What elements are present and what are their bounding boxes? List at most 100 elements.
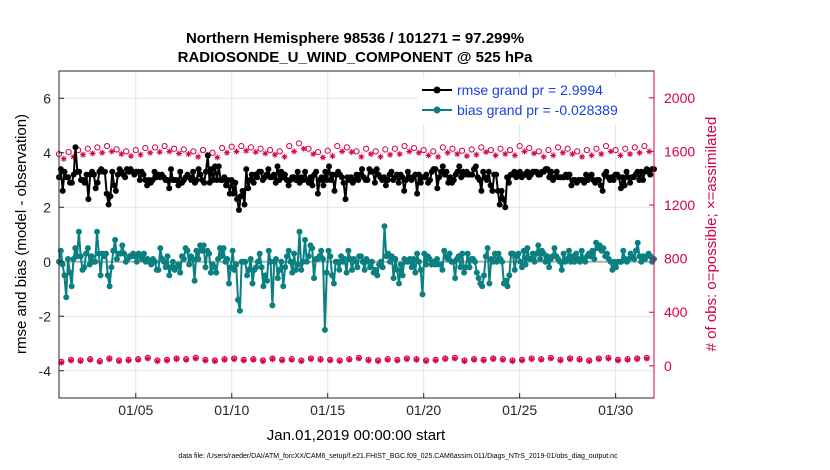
obs-assimilated-marker bbox=[607, 148, 614, 155]
obs-assimilated-marker bbox=[154, 358, 161, 365]
rmse-point bbox=[195, 166, 202, 173]
rmse-point bbox=[588, 171, 595, 178]
obs-assimilated-marker bbox=[367, 151, 374, 158]
rmse-point bbox=[439, 163, 446, 170]
rmse-point bbox=[236, 207, 242, 213]
bias-point bbox=[155, 266, 162, 273]
obs-possible-marker bbox=[554, 144, 562, 151]
rmse-point bbox=[230, 190, 237, 197]
bias-point bbox=[273, 256, 279, 262]
bias-point bbox=[343, 269, 350, 276]
obs-assimilated-marker bbox=[240, 357, 247, 364]
bias-point bbox=[193, 247, 200, 254]
bias-point bbox=[77, 253, 84, 260]
obs-possible-marker bbox=[247, 144, 255, 151]
bias-point bbox=[184, 247, 191, 254]
rmse-point bbox=[640, 177, 646, 183]
obs-possible-marker bbox=[382, 146, 389, 153]
bias-point bbox=[262, 272, 269, 279]
rmse-point bbox=[76, 168, 83, 175]
obs-assimilated-marker bbox=[77, 358, 84, 365]
obs-assimilated-marker bbox=[300, 145, 307, 152]
rmse-point bbox=[243, 166, 250, 173]
legend-bias-marker bbox=[433, 106, 441, 114]
obs-possible-marker bbox=[190, 148, 197, 155]
x-tick-label: 01/20 bbox=[406, 402, 441, 418]
obs-possible-marker bbox=[545, 146, 552, 154]
bias-point bbox=[108, 264, 115, 271]
x-axis-ticks: 01/05 01/10 01/15 01/20 01/25 01/30 bbox=[118, 393, 633, 418]
obs-assimilated-marker bbox=[195, 153, 202, 160]
rmse-point bbox=[68, 179, 75, 186]
bias-point bbox=[283, 253, 290, 260]
rmse-point bbox=[164, 177, 171, 183]
obs-assimilated-marker bbox=[547, 355, 554, 362]
rmse-point bbox=[476, 177, 483, 183]
bias-point bbox=[336, 266, 343, 273]
obs-assimilated-marker bbox=[471, 356, 478, 363]
rmse-point bbox=[623, 168, 630, 175]
obs-assimilated-marker bbox=[87, 356, 94, 363]
rmse-point bbox=[232, 179, 239, 186]
obs-assimilated-marker bbox=[559, 149, 566, 156]
bias-point bbox=[557, 258, 563, 265]
obs-assimilated-marker bbox=[550, 152, 557, 159]
bias-point bbox=[265, 247, 272, 254]
bias-point bbox=[410, 256, 417, 262]
obs-assimilated-marker bbox=[463, 153, 470, 160]
obs-assimilated-marker bbox=[288, 356, 295, 363]
obs-assimilated-marker bbox=[271, 151, 278, 158]
obs-assimilated-marker bbox=[135, 356, 142, 363]
rmse-point bbox=[548, 168, 555, 175]
obs-assimilated-marker bbox=[406, 148, 413, 155]
bias-point bbox=[133, 258, 140, 265]
obs-possible-marker bbox=[449, 145, 456, 152]
obs-possible-marker bbox=[420, 146, 427, 154]
bias-point bbox=[198, 247, 205, 254]
bias-point bbox=[396, 280, 402, 287]
y-tick-label: 6 bbox=[43, 90, 51, 106]
rmse-point bbox=[450, 177, 457, 183]
obs-assimilated-marker bbox=[127, 153, 134, 160]
obs-assimilated-marker bbox=[576, 356, 583, 363]
bias-point bbox=[162, 264, 169, 271]
bias-point bbox=[482, 253, 489, 260]
bias-point bbox=[379, 264, 386, 271]
obs-assimilated-marker bbox=[557, 357, 564, 364]
obs-possible-marker bbox=[641, 142, 648, 150]
rmse-point bbox=[85, 196, 92, 203]
rmse-point bbox=[72, 144, 79, 151]
bias-point bbox=[292, 266, 299, 273]
bias-point bbox=[325, 247, 332, 254]
obs-assimilated-marker bbox=[442, 356, 449, 363]
rmse-point bbox=[59, 187, 66, 194]
obs-possible-marker bbox=[103, 142, 111, 150]
obs-assimilated-marker bbox=[175, 150, 182, 157]
bias-point bbox=[390, 275, 397, 282]
bias-point bbox=[68, 283, 75, 290]
rmse-point bbox=[90, 171, 97, 178]
rmse-point bbox=[250, 179, 257, 186]
x-axis-label: Jan.01,2019 00:00:00 start bbox=[267, 427, 446, 444]
rmse-point bbox=[404, 168, 411, 175]
bias-point bbox=[121, 250, 128, 257]
bias-point bbox=[298, 266, 305, 273]
rmse-point bbox=[493, 171, 500, 178]
bias-point bbox=[511, 266, 518, 273]
obs-assimilated-marker bbox=[202, 357, 209, 364]
obs-possible-marker bbox=[583, 146, 590, 154]
y-tick-label: -2 bbox=[39, 308, 52, 324]
rmse-point bbox=[480, 168, 487, 175]
bias-point bbox=[254, 258, 261, 265]
obs-possible-marker bbox=[334, 142, 341, 150]
rmse-point bbox=[294, 168, 301, 175]
bias-point bbox=[352, 258, 359, 265]
rmse-point bbox=[432, 166, 439, 173]
bias-point bbox=[233, 261, 240, 268]
obs-assimilated-marker bbox=[99, 149, 106, 156]
obs-possible-marker bbox=[564, 145, 571, 152]
bias-point bbox=[349, 266, 355, 273]
rmse-point bbox=[258, 168, 264, 175]
rmse-point bbox=[371, 179, 378, 186]
bias-point bbox=[274, 275, 281, 282]
